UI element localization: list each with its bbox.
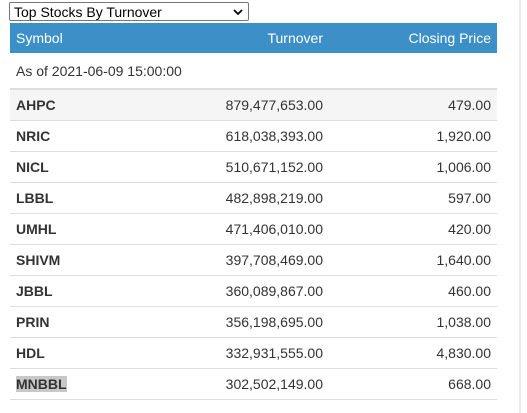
symbol-cell[interactable]: LBBL	[10, 182, 100, 214]
symbol-cell[interactable]: JBBL	[10, 275, 100, 307]
symbol-cell[interactable]: NICL	[10, 151, 100, 183]
turnover-cell: 618,038,393.00	[100, 120, 325, 152]
top-stocks-table: Symbol Turnover Closing Price As of 2021…	[10, 23, 497, 400]
table-row: NICL 510,671,152.00 1,006.00	[10, 151, 497, 183]
symbol-text: NICL	[16, 158, 49, 175]
closing-price-cell: 1,006.00	[325, 151, 497, 183]
symbol-text: SHIVM	[16, 251, 61, 268]
closing-price-cell: 1,038.00	[325, 306, 497, 338]
table-row: AHPC 879,477,653.00 479.00	[10, 88, 497, 121]
closing-price-cell: 1,640.00	[325, 244, 497, 276]
chevron-down-icon	[233, 9, 243, 16]
table-header-row: Symbol Turnover Closing Price	[10, 23, 497, 53]
closing-price-cell: 460.00	[325, 275, 497, 307]
symbol-cell[interactable]: SHIVM	[10, 244, 100, 276]
turnover-cell: 471,406,010.00	[100, 213, 325, 245]
table-row: HDL 332,931,555.00 4,830.00	[10, 337, 497, 369]
symbol-cell[interactable]: AHPC	[10, 88, 100, 121]
turnover-cell: 482,898,219.00	[100, 182, 325, 214]
header-closing-price[interactable]: Closing Price	[408, 30, 491, 46]
turnover-cell: 356,198,695.00	[100, 306, 325, 338]
closing-price-cell: 479.00	[325, 88, 497, 121]
symbol-cell[interactable]: UMHL	[10, 213, 100, 245]
symbol-text: PRIN	[16, 313, 50, 330]
turnover-cell: 397,708,469.00	[100, 244, 325, 276]
closing-price-cell: 420.00	[325, 213, 497, 245]
symbol-text: UMHL	[16, 220, 57, 237]
symbol-cell[interactable]: NRIC	[10, 120, 100, 152]
table-row: MNBBL 302,502,149.00 668.00	[10, 368, 497, 400]
symbol-text: LBBL	[16, 189, 54, 206]
symbol-cell[interactable]: PRIN	[10, 306, 100, 338]
table-row: LBBL 482,898,219.00 597.00	[10, 182, 497, 214]
closing-price-cell: 597.00	[325, 182, 497, 214]
table-row: NRIC 618,038,393.00 1,920.00	[10, 120, 497, 152]
symbol-text: JBBL	[16, 282, 53, 299]
table-row: PRIN 356,198,695.00 1,038.00	[10, 306, 497, 338]
symbol-text-selected: MNBBL	[16, 375, 67, 392]
table-row: UMHL 471,406,010.00 420.00	[10, 213, 497, 245]
symbol-cell[interactable]: MNBBL	[10, 368, 100, 400]
turnover-cell: 360,089,867.00	[100, 275, 325, 307]
closing-price-cell: 668.00	[325, 368, 497, 400]
symbol-cell[interactable]: HDL	[10, 337, 100, 369]
turnover-cell: 332,931,555.00	[100, 337, 325, 369]
table-row: JBBL 360,089,867.00 460.00	[10, 275, 497, 307]
closing-price-cell: 4,830.00	[325, 337, 497, 369]
header-symbol[interactable]: Symbol	[16, 30, 63, 46]
turnover-table: Symbol Turnover Closing Price As of 2021…	[10, 23, 497, 400]
header-turnover[interactable]: Turnover	[267, 30, 323, 46]
as-of-row: As of 2021-06-09 15:00:00	[10, 53, 497, 90]
page-scrollbar-edge[interactable]	[519, 0, 521, 413]
turnover-cell: 510,671,152.00	[100, 151, 325, 183]
closing-price-cell: 1,920.00	[325, 120, 497, 152]
turnover-cell: 879,477,653.00	[100, 88, 325, 121]
symbol-text: HDL	[16, 344, 45, 361]
stock-list-selector-value: Top Stocks By Turnover	[14, 4, 162, 20]
symbol-text: NRIC	[16, 127, 51, 144]
table-row: SHIVM 397,708,469.00 1,640.00	[10, 244, 497, 276]
symbol-text: AHPC	[16, 96, 56, 113]
turnover-cell: 302,502,149.00	[100, 368, 325, 400]
as-of-timestamp: As of 2021-06-09 15:00:00	[10, 53, 497, 90]
stock-list-selector[interactable]: Top Stocks By Turnover	[9, 2, 249, 21]
